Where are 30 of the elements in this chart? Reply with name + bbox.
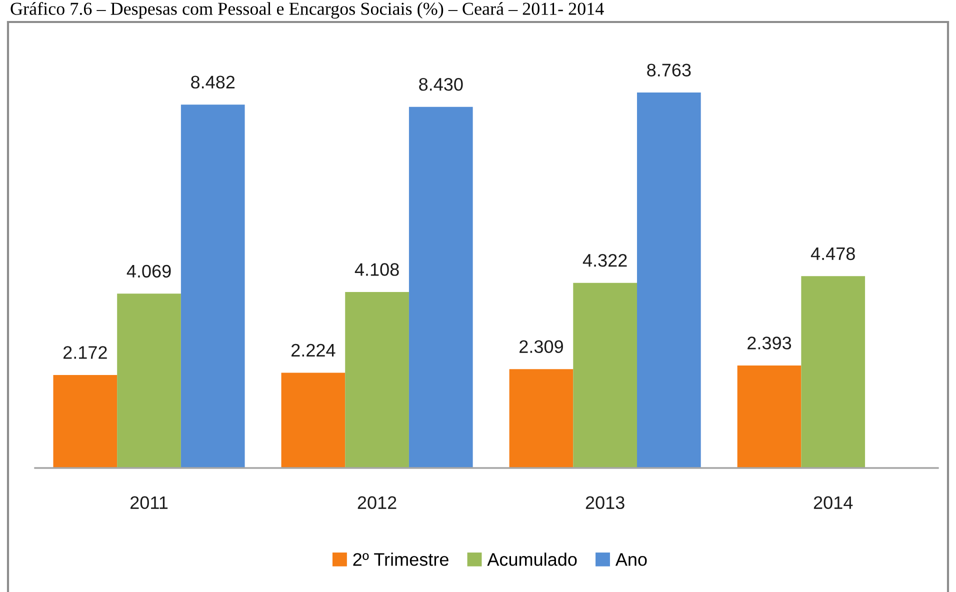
legend-label: Acumulado — [487, 552, 577, 566]
bar — [345, 292, 409, 468]
bar — [737, 365, 802, 468]
data-label: 2.309 — [520, 340, 563, 354]
data-label: 2.172 — [63, 346, 107, 359]
data-label: 8.482 — [191, 76, 235, 89]
x-tick-label: 2011 — [130, 496, 168, 510]
bar — [573, 282, 637, 468]
chart-title: Gráfico 7.6 – Despesas com Pessoal e Encargos Sociais (%) – Ceará – 2011- 2014 — [10, 2, 604, 19]
data-label: 4.322 — [582, 254, 627, 267]
legend-label: Ano — [615, 553, 647, 566]
data-label: 4.108 — [354, 263, 399, 276]
bar — [53, 374, 118, 468]
legend-label: 2º Trimestre — [353, 552, 448, 566]
data-label: 2.393 — [748, 336, 792, 350]
bar — [509, 369, 574, 468]
data-label: 8.763 — [647, 64, 691, 76]
x-tick-label: 2013 — [586, 496, 624, 510]
bar — [281, 372, 346, 468]
bar — [801, 276, 866, 468]
x-tick-label: 2014 — [814, 496, 853, 510]
bar — [408, 106, 473, 468]
x-tick-label: 2012 — [358, 496, 396, 510]
data-label: 2.224 — [292, 344, 336, 356]
bar — [180, 104, 245, 468]
data-label: 4.478 — [810, 247, 855, 260]
data-label: 4.069 — [126, 264, 171, 278]
data-label: 8.430 — [419, 78, 463, 91]
bar — [117, 294, 181, 468]
bar — [637, 92, 701, 468]
